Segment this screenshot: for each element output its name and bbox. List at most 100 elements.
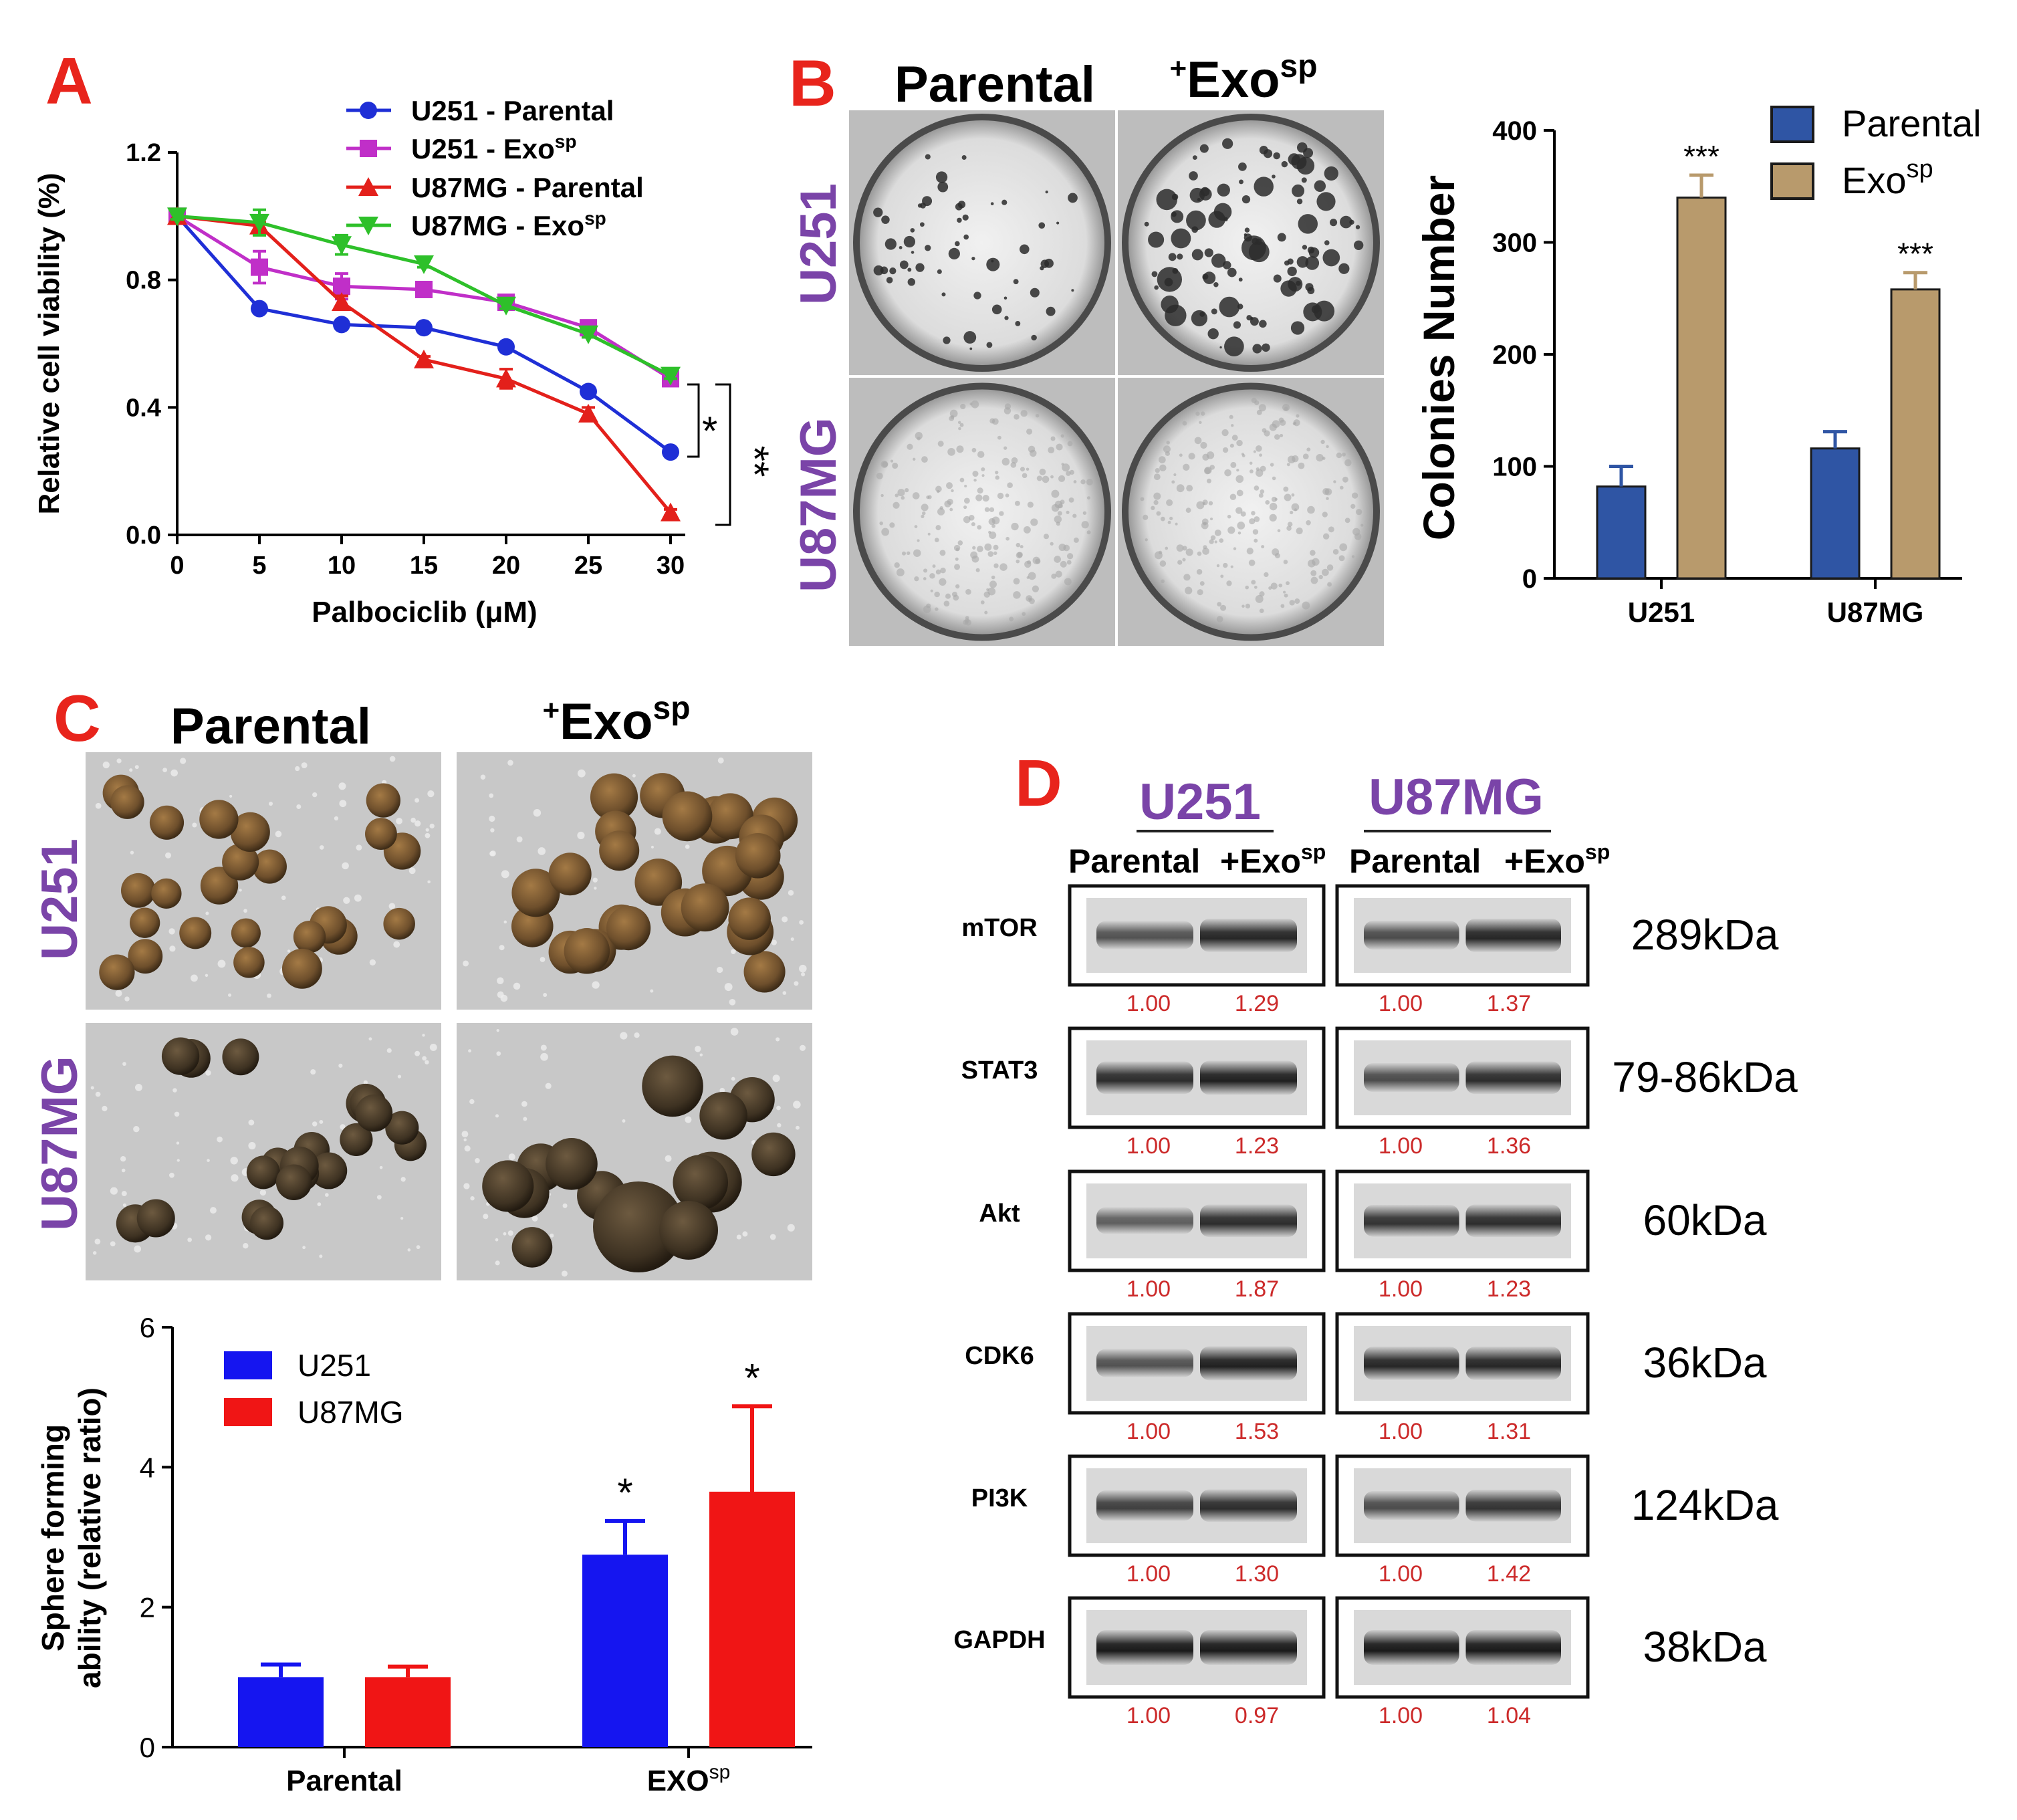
colony-faint	[1324, 488, 1332, 495]
colony-faint	[1165, 451, 1170, 456]
colony-faint	[947, 448, 955, 456]
blot-ratio: 1.42	[1487, 1561, 1531, 1587]
colony-faint	[1322, 533, 1330, 540]
a-data-point	[578, 403, 598, 423]
c-ytick-label: 6	[140, 1312, 155, 1343]
colony-dot	[1068, 193, 1078, 203]
colony-dot	[1244, 227, 1250, 233]
sphere-debris	[133, 1125, 140, 1133]
colony-faint	[1022, 473, 1028, 479]
panel-b-row-u87: U87MG	[790, 417, 847, 592]
sphere-debris	[287, 949, 291, 953]
b-legend-label: Exosp	[1842, 155, 1933, 201]
panel-d-lane-u87-exo: +Exosp	[1504, 840, 1610, 880]
colony-faint	[1298, 462, 1305, 469]
colony-faint	[1013, 591, 1021, 599]
sphere-debris	[620, 1032, 628, 1040]
colony-faint	[935, 485, 942, 493]
blot-ratio: 1.30	[1235, 1561, 1279, 1587]
blot-band	[1096, 1490, 1193, 1521]
sphere-debris	[302, 1246, 306, 1250]
colony-dot	[1291, 154, 1307, 170]
sphere-debris	[281, 895, 286, 901]
colony-faint	[1042, 475, 1050, 483]
b-xtick-label: U251	[1628, 596, 1695, 628]
sphere	[383, 907, 415, 940]
blot-ratio: 1.53	[1235, 1419, 1279, 1444]
colony-faint	[993, 563, 999, 568]
blot-band	[1200, 1489, 1297, 1522]
sphere-debris	[724, 983, 733, 992]
colony-faint	[1182, 546, 1187, 551]
sphere	[735, 832, 781, 879]
a-data-point	[332, 236, 352, 255]
colony-faint	[1236, 489, 1243, 497]
sphere-debris	[501, 870, 509, 879]
panel-b-row-u251: U251	[790, 183, 847, 305]
colony-faint	[1248, 559, 1256, 566]
colony-faint	[1220, 604, 1227, 611]
colony-faint	[1292, 455, 1299, 463]
panel-c-ticks: 0 2 4 6 Parental EXOsp	[140, 1312, 731, 1797]
colony-faint	[959, 423, 964, 427]
blot-ratio: 1.00	[1126, 1133, 1171, 1159]
sphere-debris	[122, 1062, 126, 1066]
colony-faint	[1035, 413, 1040, 418]
colony-dot	[943, 336, 951, 344]
colony-faint	[879, 521, 883, 526]
colony-faint	[1332, 548, 1339, 555]
colony-faint	[939, 550, 946, 556]
blot-ratio: 1.00	[1126, 1276, 1171, 1302]
colony-dot	[1200, 187, 1210, 197]
colony-dot	[961, 154, 967, 160]
sphere-debris	[168, 928, 175, 935]
sphere-debris	[248, 1119, 255, 1126]
colony-faint	[1196, 501, 1205, 509]
panel-c-bars: **	[238, 1355, 795, 1747]
colony-dot	[937, 181, 949, 193]
b-legend-label: Parental	[1842, 102, 1982, 144]
colony-faint	[977, 546, 983, 552]
colony-faint	[1159, 560, 1167, 567]
a-data-point	[497, 338, 515, 356]
a-legend-label: U87MG - Exosp	[411, 208, 606, 241]
colony-dot	[1020, 244, 1030, 255]
colony-faint	[1043, 534, 1050, 540]
sphere-debris	[338, 782, 346, 790]
colony-dot	[1227, 267, 1237, 277]
blot-band	[1200, 1204, 1297, 1238]
colony-faint	[1060, 434, 1064, 438]
colony-faint	[1066, 471, 1071, 476]
colony-dot	[948, 247, 960, 260]
sphere-debris	[543, 993, 548, 997]
sphere-debris	[368, 1037, 372, 1041]
blot-ratio: 1.04	[1487, 1703, 1531, 1728]
sphere-debris	[192, 822, 197, 828]
colony-faint	[1026, 467, 1030, 471]
sphere	[385, 1111, 419, 1145]
colony-dot	[1252, 344, 1262, 354]
colony-dot	[1238, 277, 1243, 282]
colony-faint	[987, 587, 996, 596]
colony-faint	[876, 472, 883, 479]
sphere-debris	[243, 1243, 249, 1249]
colony-dot	[1156, 189, 1178, 211]
colony-dot	[1171, 228, 1191, 249]
colony-faint	[1264, 572, 1269, 578]
panel-b-y-label: Colonies Number	[1414, 175, 1463, 540]
sphere-debris	[495, 1260, 500, 1266]
blot-ratio: 1.00	[1379, 1703, 1423, 1728]
colony-dot	[1322, 249, 1340, 267]
sphere-debris	[343, 897, 350, 904]
sphere	[599, 830, 640, 871]
colony-faint	[1302, 601, 1310, 610]
a-data-point	[249, 213, 269, 233]
colony-dot	[915, 263, 925, 272]
colony-faint	[965, 588, 971, 595]
colony-faint	[980, 600, 985, 604]
colony-faint	[1066, 510, 1070, 514]
sphere	[699, 1091, 747, 1140]
colony-dot	[1171, 210, 1184, 223]
a-data-point	[332, 292, 352, 312]
colony-faint	[1322, 568, 1329, 576]
